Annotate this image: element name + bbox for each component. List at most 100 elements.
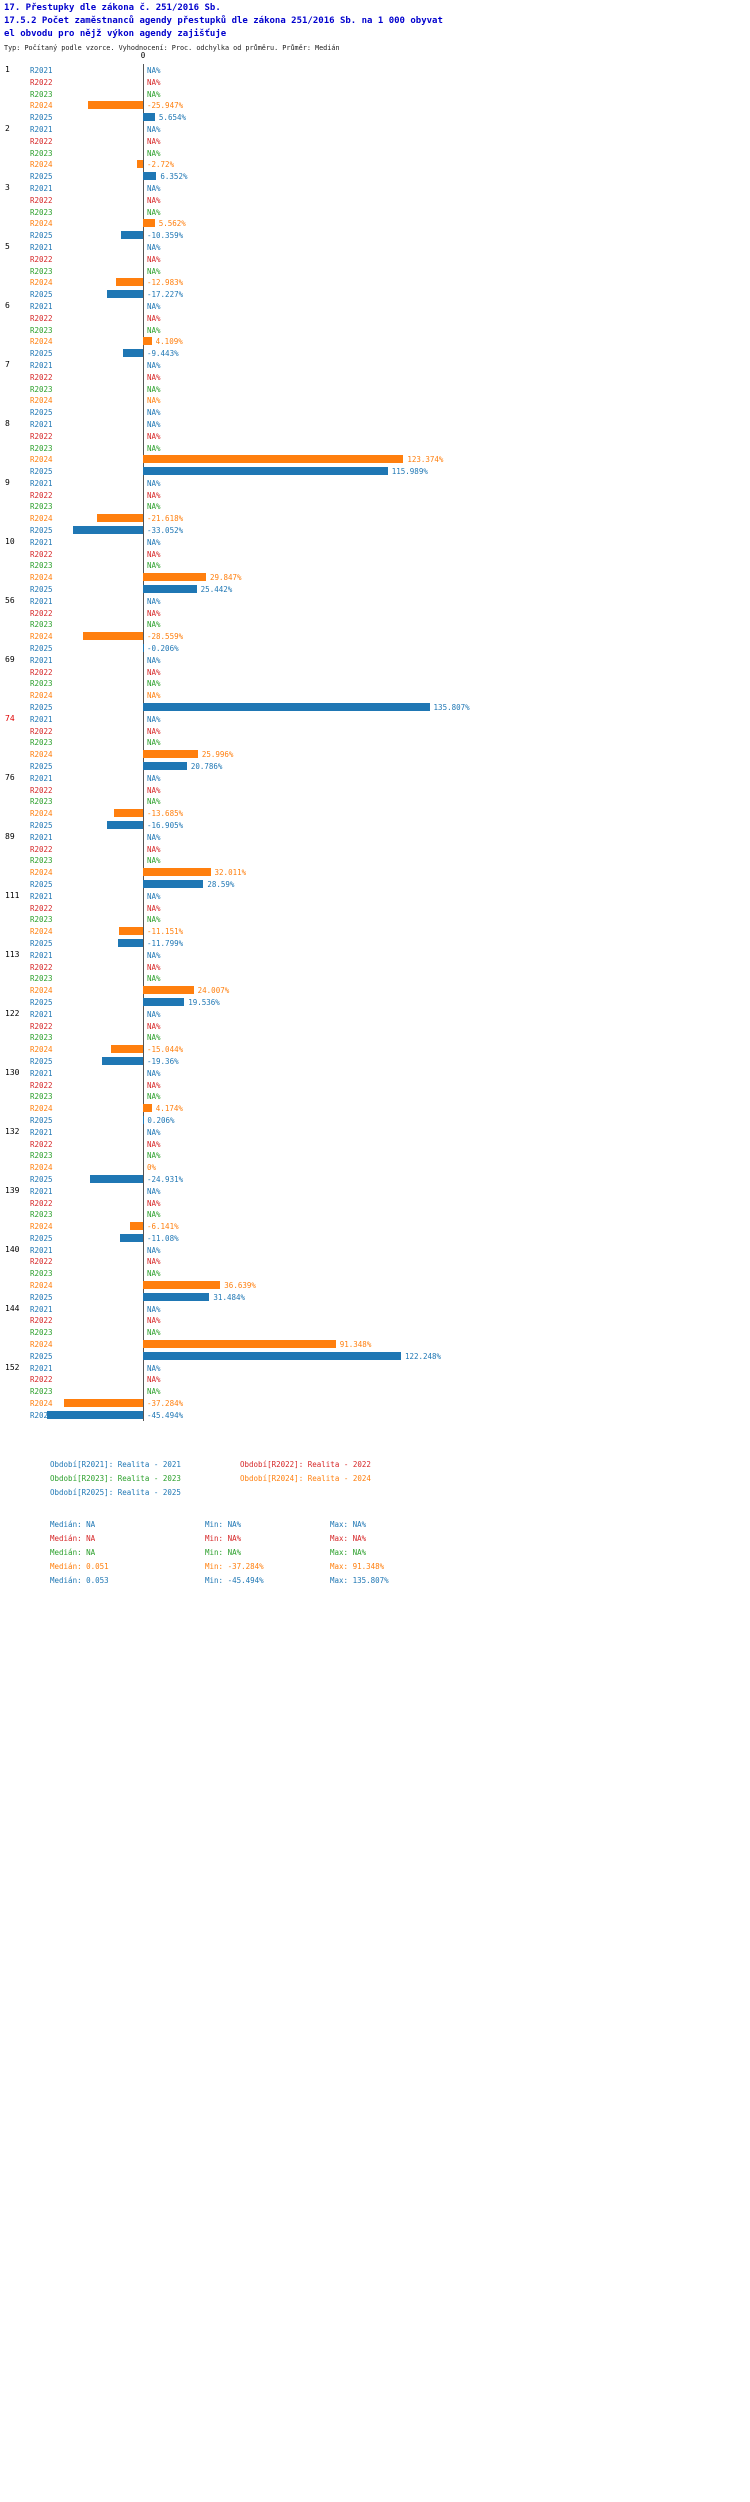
chart-row-152-r2024: R2024 -37.284% [0, 1397, 750, 1409]
chart-row-139-r2022: R2022 NA% [0, 1197, 750, 1209]
legend-item-r2021: Období[R2021]: Realita - 2021 [50, 1460, 181, 1469]
value-label: -28.559% [147, 632, 184, 642]
chart-row-130-r2021: 130 R2021 NA% [0, 1067, 750, 1079]
bar-r2024 [143, 455, 404, 464]
value-label: NA% [147, 726, 161, 736]
series-label-r2021: R2021 [30, 1186, 53, 1196]
series-label-r2024: R2024 [30, 1340, 53, 1350]
chart-row-111-r2023: R2023 NA% [0, 913, 750, 925]
series-label-r2024: R2024 [30, 809, 53, 819]
series-label-r2024: R2024 [30, 986, 53, 996]
series-label-r2024: R2024 [30, 396, 53, 406]
bar-r2024 [97, 514, 143, 523]
chart-group-56: 56 R2021 NA% R2022 NA% R2023 NA% R2024 -28.559% R… [0, 595, 750, 654]
chart-row-8-r2025: R2025 115.989% [0, 465, 750, 477]
chart-group-132: 132 R2021 NA% R2022 NA% R2023 NA% R2024 0% R2025 -… [0, 1126, 750, 1185]
value-label: 25.442% [200, 585, 233, 595]
series-label-r2021: R2021 [30, 1127, 53, 1137]
value-label: NA% [147, 785, 161, 795]
chart-row-130-r2022: R2022 NA% [0, 1079, 750, 1091]
value-label: 91.348% [339, 1340, 372, 1350]
value-label: NA% [147, 549, 161, 559]
report-header: 17. Přestupky dle zákona č. 251/2016 Sb.… [4, 2, 443, 54]
value-label: NA% [147, 408, 161, 418]
value-label: 29.847% [209, 573, 242, 583]
series-label-r2023: R2023 [30, 148, 53, 158]
series-label-r2021: R2021 [30, 1363, 53, 1373]
series-label-r2021: R2021 [30, 832, 53, 842]
series-label-r2021: R2021 [30, 655, 53, 665]
value-label: -33.052% [147, 526, 184, 536]
series-label-r2023: R2023 [30, 856, 53, 866]
stats-row-r2024: Medián: 0.051 Min: -37.284% Max: 91.348% [0, 1560, 750, 1574]
value-label: 28.59% [207, 879, 235, 889]
bar-r2024 [143, 986, 194, 995]
chart-row-6-r2021: 6 R2021 NA% [0, 300, 750, 312]
chart-row-56-r2025: R2025 -0.206% [0, 642, 750, 654]
chart-groups: 1 R2021 NA% R2022 NA% R2023 NA% R2024 -25.947% R2… [0, 64, 750, 1421]
series-label-r2021: R2021 [30, 1245, 53, 1255]
value-label: NA% [147, 325, 161, 335]
chart-row-113-r2023: R2023 NA% [0, 972, 750, 984]
series-label-r2022: R2022 [30, 903, 53, 913]
bar-r2025 [121, 231, 143, 240]
series-label-r2023: R2023 [30, 1092, 53, 1102]
legend: Období[R2021]: Realita - 2021 Období[R20… [0, 1458, 750, 1506]
legend-column-1: Období[R2021]: Realita - 2021 Období[R20… [50, 1458, 181, 1500]
chart-row-2-r2023: R2023 NA% [0, 147, 750, 159]
value-label: -2.72% [147, 160, 175, 170]
chart-row-132-r2022: R2022 NA% [0, 1138, 750, 1150]
chart-group-144: 144 R2021 NA% R2022 NA% R2023 NA% R2024 91.348% R… [0, 1303, 750, 1362]
group-label-8: 8 [5, 418, 10, 428]
series-label-r2024: R2024 [30, 1222, 53, 1232]
series-label-r2024: R2024 [30, 927, 53, 937]
chart-row-113-r2024: R2024 24.007% [0, 984, 750, 996]
group-label-1: 1 [5, 65, 10, 74]
series-label-r2025: R2025 [30, 231, 53, 241]
group-label-69: 69 [5, 654, 15, 664]
bar-r2025 [143, 997, 185, 1006]
legend-column-2: Období[R2022]: Realita - 2022 Období[R20… [240, 1458, 371, 1486]
chart-row-140-r2024: R2024 36.639% [0, 1279, 750, 1291]
series-label-r2025: R2025 [30, 408, 53, 418]
value-label: NA% [147, 1375, 161, 1385]
series-label-r2022: R2022 [30, 962, 53, 972]
value-label: NA% [147, 738, 161, 748]
chart-row-56-r2021: 56 R2021 NA% [0, 595, 750, 607]
value-label: 24.007% [197, 986, 230, 996]
bar-r2025 [123, 349, 143, 358]
bar-r2024 [115, 278, 143, 287]
chart-row-74-r2021: 74 R2021 NA% [0, 713, 750, 725]
chart-row-140-r2021: 140 R2021 NA% [0, 1244, 750, 1256]
legend-item-r2025: Období[R2025]: Realita - 2025 [50, 1488, 181, 1497]
chart-row-122-r2023: R2023 NA% [0, 1031, 750, 1043]
value-label: NA% [147, 431, 161, 441]
series-label-r2025: R2025 [30, 644, 53, 654]
series-label-r2025: R2025 [30, 1174, 53, 1184]
max-value: Max: NA% [330, 1548, 367, 1557]
value-label: NA% [147, 1127, 161, 1137]
value-label: NA% [147, 974, 161, 984]
min-value: Min: -37.284% [205, 1562, 264, 1571]
bar-r2024 [88, 101, 143, 110]
stats-row-r2025: Medián: 0.053 Min: -45.494% Max: 135.807… [0, 1574, 750, 1588]
chart-row-69-r2021: 69 R2021 NA% [0, 654, 750, 666]
value-label: -19.36% [147, 1056, 179, 1066]
series-label-r2024: R2024 [30, 337, 53, 347]
chart-row-7-r2025: R2025 NA% [0, 406, 750, 418]
value-label: NA% [147, 384, 161, 394]
series-label-r2023: R2023 [30, 620, 53, 630]
value-label: NA% [147, 254, 161, 264]
series-label-r2023: R2023 [30, 1269, 53, 1279]
bar-r2025 [142, 644, 143, 653]
value-label: NA% [147, 714, 161, 724]
chart-group-9: 9 R2021 NA% R2022 NA% R2023 NA% R2024 -21.618% R2… [0, 477, 750, 536]
chart-row-2-r2021: 2 R2021 NA% [0, 123, 750, 135]
value-label: -37.284% [147, 1399, 184, 1409]
value-label: 5.562% [158, 219, 186, 229]
bar-r2025 [143, 1351, 401, 1360]
value-label: 31.484% [213, 1292, 246, 1302]
series-label-r2022: R2022 [30, 77, 53, 87]
chart-row-89-r2023: R2023 NA% [0, 854, 750, 866]
series-label-r2021: R2021 [30, 183, 53, 193]
